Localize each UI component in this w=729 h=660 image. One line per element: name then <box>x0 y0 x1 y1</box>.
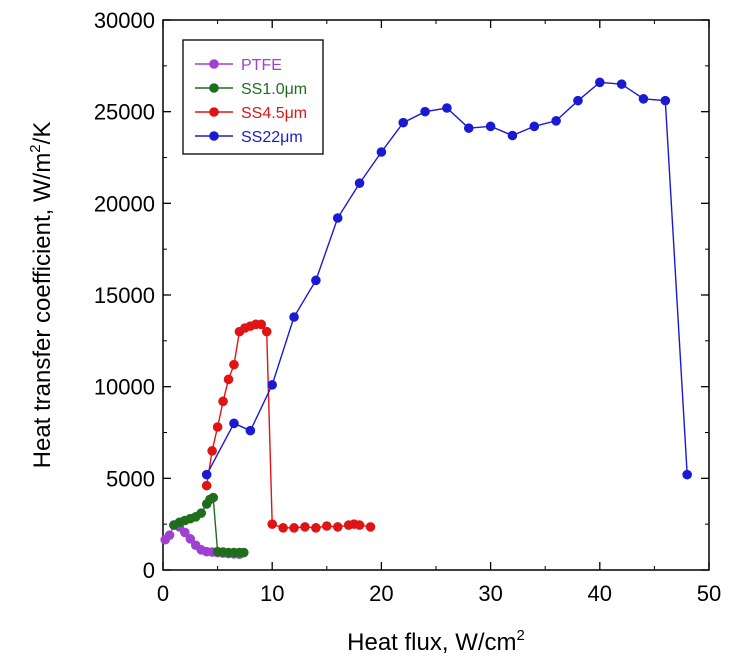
data-point-ss22-m <box>551 116 561 126</box>
data-point-ss22-m <box>245 425 256 436</box>
y-tick-label: 20000 <box>94 191 155 216</box>
data-point-ss22-m <box>595 77 605 88</box>
data-point-ss4-5-m <box>311 523 321 533</box>
y-axis-title: Heat transfer coefficient, W/m2/K <box>27 122 56 469</box>
data-point-ptfe <box>185 534 196 544</box>
y-tick-label: 5000 <box>106 466 155 491</box>
data-point-ss4-5-m <box>332 522 343 532</box>
legend-marker-ss4-5-m <box>209 107 219 117</box>
x-tick-label: 10 <box>260 581 284 606</box>
legend-label-ss4-5-m: SS4.5μm <box>241 105 307 122</box>
data-point-ss22-m <box>507 130 518 141</box>
data-point-ptfe <box>164 530 175 540</box>
legend-label-ptfe: PTFE <box>241 57 282 74</box>
data-point-ss22-m <box>398 117 409 128</box>
data-point-ss22-m <box>660 95 671 106</box>
data-point-ss22-m <box>573 95 583 106</box>
data-point-ss22-m <box>311 275 321 286</box>
data-point-ss22-m <box>289 312 299 322</box>
data-point-ss4-5-m <box>223 374 234 385</box>
data-point-ss4-5-m <box>201 480 212 491</box>
data-point-ss1-0-m <box>239 547 249 558</box>
x-tick-label: 20 <box>369 581 393 606</box>
data-point-ss22-m <box>463 123 474 133</box>
data-point-ss22-m <box>332 213 343 223</box>
data-point-ss4-5-m <box>212 422 223 432</box>
data-point-ss22-m <box>201 469 212 480</box>
data-point-ss4-5-m <box>261 326 272 337</box>
y-tick-label: 30000 <box>94 8 155 33</box>
data-point-ss22-m <box>638 94 649 104</box>
data-point-ss4-5-m <box>207 446 217 456</box>
legend-marker-ptfe <box>209 59 219 69</box>
data-point-ss22-m <box>616 79 627 89</box>
x-tick-label: 50 <box>697 581 721 606</box>
data-point-ss4-5-m <box>229 359 239 370</box>
data-point-ptfe <box>180 527 190 538</box>
data-point-ss4-5-m <box>322 521 332 531</box>
data-point-ss22-m <box>442 103 452 113</box>
data-point-ss22-m <box>267 380 278 390</box>
x-tick-label: 30 <box>478 581 502 606</box>
data-point-ss22-m <box>376 147 387 157</box>
x-tick-label: 0 <box>157 581 169 606</box>
data-point-ss4-5-m <box>354 520 365 530</box>
data-point-ss4-5-m <box>218 396 228 407</box>
legend-marker-ss1-0-m <box>209 83 219 93</box>
legend-label-ss22-m: SS22μm <box>241 129 303 146</box>
data-point-ss4-5-m <box>267 519 278 529</box>
data-point-ss4-5-m <box>256 319 267 330</box>
data-point-ss22-m <box>682 469 692 480</box>
data-point-ss22-m <box>529 121 540 132</box>
y-tick-label: 25000 <box>94 100 155 125</box>
y-tick-label: 15000 <box>94 283 155 308</box>
legend-box <box>182 39 324 155</box>
data-point-ss4-5-m <box>278 523 288 533</box>
x-tick-label: 40 <box>588 581 612 606</box>
data-point-ss4-5-m <box>289 523 299 533</box>
x-axis-title: Heat flux, W/cm2 <box>347 627 525 656</box>
y-tick-label: 10000 <box>94 375 155 400</box>
legend-marker-ss22-m <box>209 131 219 141</box>
data-point-ss1-0-m <box>196 508 207 518</box>
y-tick-label: 0 <box>143 558 155 583</box>
data-point-ss22-m <box>354 178 365 188</box>
data-point-ss1-0-m <box>208 492 219 503</box>
data-point-ss22-m <box>485 121 496 132</box>
data-point-ss4-5-m <box>300 522 310 532</box>
data-point-ss4-5-m <box>365 522 376 532</box>
data-point-ss22-m <box>420 106 430 117</box>
legend-label-ss1-0-m: SS1.0μm <box>241 81 307 98</box>
data-point-ss22-m <box>229 418 239 429</box>
